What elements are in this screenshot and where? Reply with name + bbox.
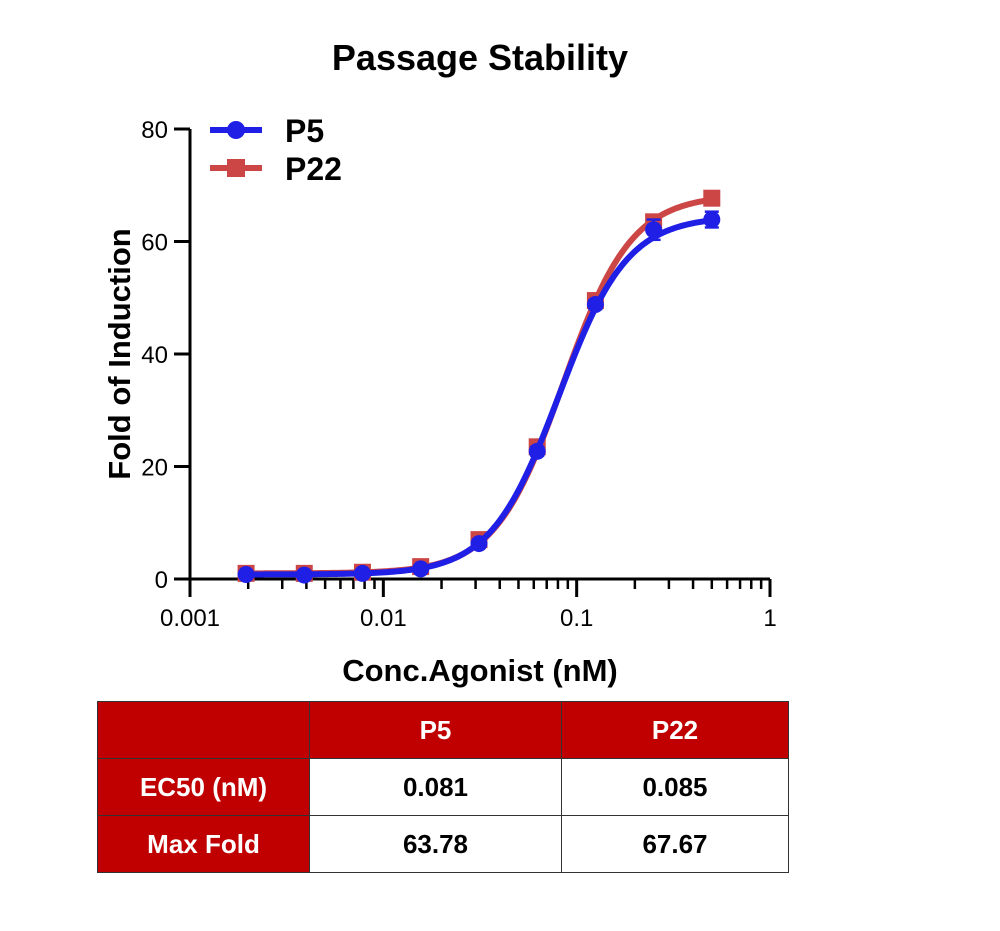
table-header-row: P5 P22 [97,701,789,759]
legend-marker-p22 [227,159,245,177]
cell-ec50-p22: 0.085 [561,758,789,816]
legend-marker-p5 [227,121,245,139]
data-point-p5 [353,564,371,582]
legend-label-p5: P5 [285,113,324,149]
table-row-ec50: EC50 (nM) 0.081 0.085 [97,758,789,816]
y-tick-label: 80 [141,117,168,144]
data-point-p5 [295,566,313,584]
cell-ec50-p5: 0.081 [309,758,562,816]
fit-curve-p22 [246,196,713,577]
legend-label-p22: P22 [285,151,342,187]
chart-title: Passage Stability [332,37,628,78]
series-p22 [237,189,721,582]
plot-series [237,189,721,584]
legend-item-p5: P5 [210,113,324,149]
y-tick-label: 0 [155,567,168,594]
y-ticks: 0 20 40 60 80 [141,117,190,594]
x-tick-label: 0.001 [160,605,220,632]
row-label-max-fold: Max Fold [97,815,310,873]
table-header-cell-p5: P5 [309,701,562,759]
x-tick-label: 0.01 [360,605,407,632]
y-tick-label: 20 [141,455,168,482]
results-table: P5 P22 EC50 (nM) 0.081 0.085 Max Fold 63… [97,701,789,873]
data-point-p5 [645,221,663,239]
x-ticks: 0.001 0.01 0.1 1 [160,579,777,632]
row-label-ec50: EC50 (nM) [97,758,310,816]
y-axis-label: Fold of Induction [102,228,137,479]
data-point-p5 [470,535,488,553]
chart: Passage Stability 0 20 40 60 80 0.001 0.01 0.1… [102,37,777,688]
data-point-p22 [703,189,721,207]
y-tick-label: 40 [141,342,168,369]
table-header-cell-p22: P22 [561,701,789,759]
legend-item-p22: P22 [210,151,342,187]
cell-max-fold-p22: 67.67 [561,815,789,873]
x-tick-label: 1 [763,605,776,632]
data-point-p5 [412,560,430,578]
y-axis: 0 20 40 60 80 [141,117,192,594]
fit-curve-p5 [246,217,713,578]
data-point-p5 [528,442,546,460]
legend: P5 P22 [210,113,342,187]
table-row-max-fold: Max Fold 63.78 67.67 [97,815,789,873]
x-tick-label: 0.1 [560,605,593,632]
cell-max-fold-p5: 63.78 [309,815,562,873]
x-axis-label: Conc.Agonist (nM) [342,653,618,688]
table-header-cell-blank [97,701,310,759]
data-point-p5 [237,566,255,583]
x-axis: 0.001 0.01 0.1 1 [160,577,777,632]
series-p5 [237,210,721,584]
data-point-p5 [703,211,721,229]
y-tick-label: 60 [141,230,168,257]
data-point-p5 [586,296,604,313]
